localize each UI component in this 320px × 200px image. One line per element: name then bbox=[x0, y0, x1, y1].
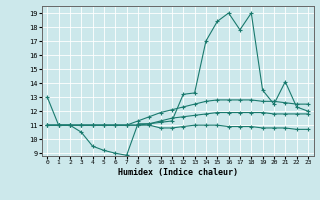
X-axis label: Humidex (Indice chaleur): Humidex (Indice chaleur) bbox=[118, 168, 237, 177]
